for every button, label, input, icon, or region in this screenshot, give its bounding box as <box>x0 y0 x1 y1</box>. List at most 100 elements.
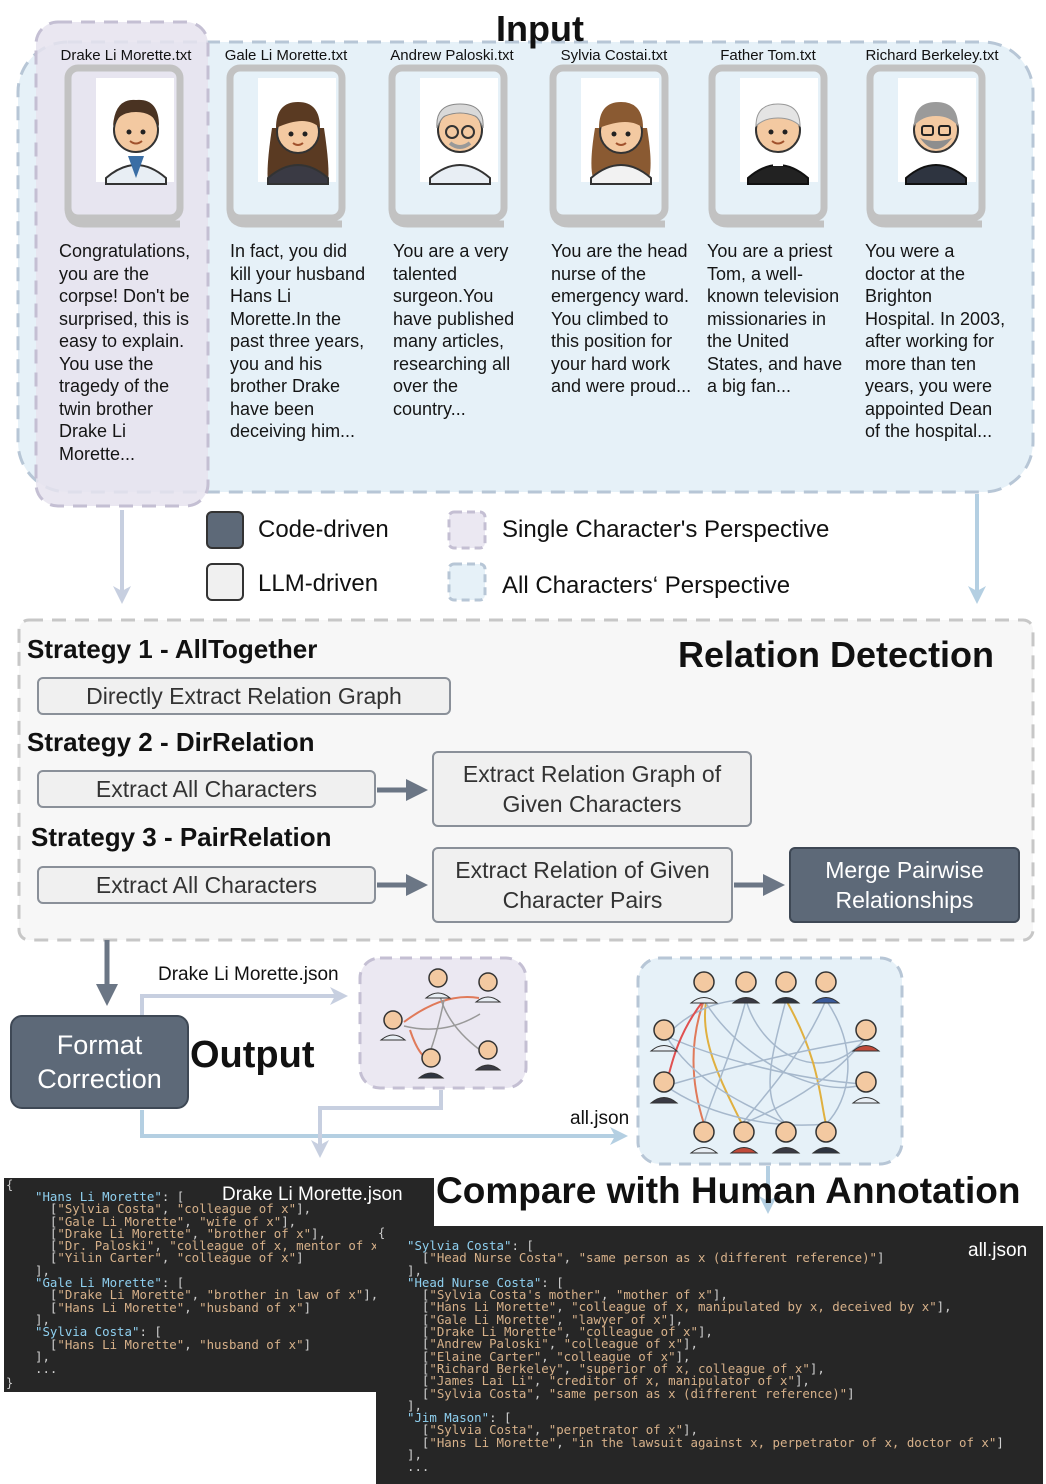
drake-json-label: Drake Li Morette.json <box>158 964 339 985</box>
file-name-4: Sylvia Costai.txt <box>560 47 668 64</box>
code-token: ], <box>35 1311 50 1327</box>
all-graph-nodes <box>649 971 881 1154</box>
code-line: ["Yilin Carter", "colleague of x"] <box>35 1252 401 1264</box>
code-line: "Sylvia Costa": [ <box>35 1326 401 1338</box>
code-line: "Gale Li Morette": [ <box>35 1275 401 1291</box>
code-token: "Sylvia Costa's mother" <box>429 1287 601 1303</box>
code-token: [ <box>35 1201 58 1217</box>
strategy-2-title: Strategy 2 - DirRelation <box>27 727 315 757</box>
code-line: ], <box>35 1348 401 1364</box>
code-token: [ <box>35 1225 58 1241</box>
code-token: "lawyer of x" <box>571 1311 669 1327</box>
code-token: ], <box>35 1348 50 1364</box>
code-token: [ <box>407 1336 430 1352</box>
code-token: "colleague of x" <box>176 1201 297 1217</box>
code-token: "colleague of x" <box>578 1324 698 1340</box>
code-token: "same person as x (different reference)" <box>578 1250 877 1266</box>
code-token: "Drake Li Morette" <box>429 1324 564 1340</box>
code-token: , <box>533 1422 549 1438</box>
output-title: Output <box>190 1034 315 1076</box>
code-token: ], <box>296 1201 312 1217</box>
code-token: "Hans Li Morette" <box>429 1434 557 1450</box>
open-brace: { <box>6 1178 14 1192</box>
legend-swatch-llm <box>206 563 244 601</box>
code-line: ["Gale Li Morette", "wife of x"], <box>35 1213 401 1229</box>
code-token: , <box>548 1336 564 1352</box>
character-text-6: You were a doctor at the Brighton Hospit… <box>865 241 1006 441</box>
code-token: , <box>533 1385 549 1401</box>
code-line: ["Hans Li Morette", "colleague of x, man… <box>407 1301 1004 1313</box>
code-token: [ <box>407 1385 430 1401</box>
code-line: ["Hans Li Morette", "in the lawsuit agai… <box>407 1434 1004 1450</box>
code-token: "brother of x" <box>206 1225 312 1241</box>
code-token: [ <box>407 1287 430 1303</box>
code-token: "Hans Li Morette" <box>57 1336 185 1352</box>
code-token: , <box>556 1311 572 1327</box>
code-line: ["Sylvia Costa", "colleague of x"], <box>35 1203 401 1215</box>
code-token: "James Lai Li" <box>429 1373 534 1389</box>
code-token: ] <box>303 1299 312 1315</box>
file-name-3: Andrew Paloski.txt <box>390 47 514 64</box>
code-token: ], <box>35 1262 50 1278</box>
code-token: "Head Nurse Costa" <box>429 1250 564 1266</box>
code-token: ] <box>877 1250 885 1266</box>
code-token: [ <box>407 1299 430 1315</box>
code-token: ], <box>407 1447 422 1463</box>
close-brace: } <box>6 1376 14 1390</box>
code-line: ], <box>407 1262 1004 1278</box>
relation-detection-title: Relation Detection <box>678 634 995 675</box>
code-line: ], <box>35 1311 401 1327</box>
step-line: Given Characters <box>502 791 682 817</box>
code-token: "brother in law of x" <box>206 1287 364 1303</box>
code-token: "Jim Mason" <box>407 1410 490 1426</box>
format-line: Format <box>56 1030 143 1060</box>
code-token: ], <box>794 1373 810 1389</box>
code-token: : [ <box>511 1238 534 1253</box>
code-token: [ <box>407 1360 430 1376</box>
code-token: : [ <box>489 1410 512 1426</box>
code-line: ], <box>35 1262 401 1278</box>
code-panel-drake: { Drake Li Morette.json "Hans Li Morette… <box>4 1178 434 1392</box>
legend-llm-driven: LLM-driven <box>258 570 379 597</box>
code-token: "colleague of x" <box>556 1348 676 1364</box>
code-token: , <box>191 1287 207 1303</box>
code-token: ], <box>697 1324 713 1340</box>
code-line: ["Andrew Paloski", "colleague of x"], <box>407 1338 1004 1350</box>
code-token: [ <box>407 1422 430 1438</box>
code-token: "colleague of x" <box>176 1250 297 1266</box>
code-token: , <box>563 1324 579 1340</box>
code-token: "perpetrator of x" <box>548 1422 684 1438</box>
code-token: , <box>191 1225 207 1241</box>
code-token: "Gale Li Morette" <box>35 1275 162 1291</box>
code-token: : [ <box>161 1275 185 1291</box>
code-token: ], <box>683 1336 698 1352</box>
step-line: Relationships <box>835 887 974 913</box>
compare-title: Compare with Human Annotation <box>436 1170 1021 1211</box>
step-extract-all-characters-s3: Extract All Characters <box>37 866 376 904</box>
step-extract-all-characters-s2: Extract All Characters <box>37 770 376 808</box>
input-title: Input <box>496 8 584 49</box>
code-token: "Hans Li Morette" <box>57 1299 185 1315</box>
code-token: ] <box>996 1434 1004 1450</box>
code-token: "same person as x (different reference)" <box>548 1385 848 1401</box>
code-token: ] <box>847 1385 855 1401</box>
character-text-2: In fact, you did kill your husband Hans … <box>230 241 366 441</box>
format-correction-box: Format Correction <box>10 1015 189 1109</box>
code-token: [ <box>35 1336 58 1352</box>
character-text-5: You are a priest Tom, a well-known telev… <box>707 241 843 396</box>
legend-code-driven: Code-driven <box>258 516 389 543</box>
code-token: "wife of x" <box>199 1213 282 1229</box>
code-line: ["Hans Li Morette", "husband of x"] <box>35 1299 401 1315</box>
code-token: "Drake Li Morette" <box>57 1225 192 1241</box>
code-token: [ <box>407 1311 430 1327</box>
code-token: , <box>184 1336 200 1352</box>
code-token: "Gale Li Morette" <box>57 1213 185 1229</box>
code-line: ["Head Nurse Costa", "same person as x (… <box>407 1252 1004 1264</box>
code-token: "Sylvia Costa" <box>429 1422 534 1438</box>
code-panel-all: { all.json "Sylvia Costa": [ ["Head Nurs… <box>376 1226 1043 1484</box>
code-panel-title: Drake Li Morette.json <box>222 1184 403 1205</box>
code-token: ], <box>407 1262 422 1278</box>
code-line: "Hans Li Morette": [ <box>35 1190 401 1203</box>
code-token: ... <box>35 1361 58 1377</box>
legend-swatch-code <box>206 511 244 549</box>
